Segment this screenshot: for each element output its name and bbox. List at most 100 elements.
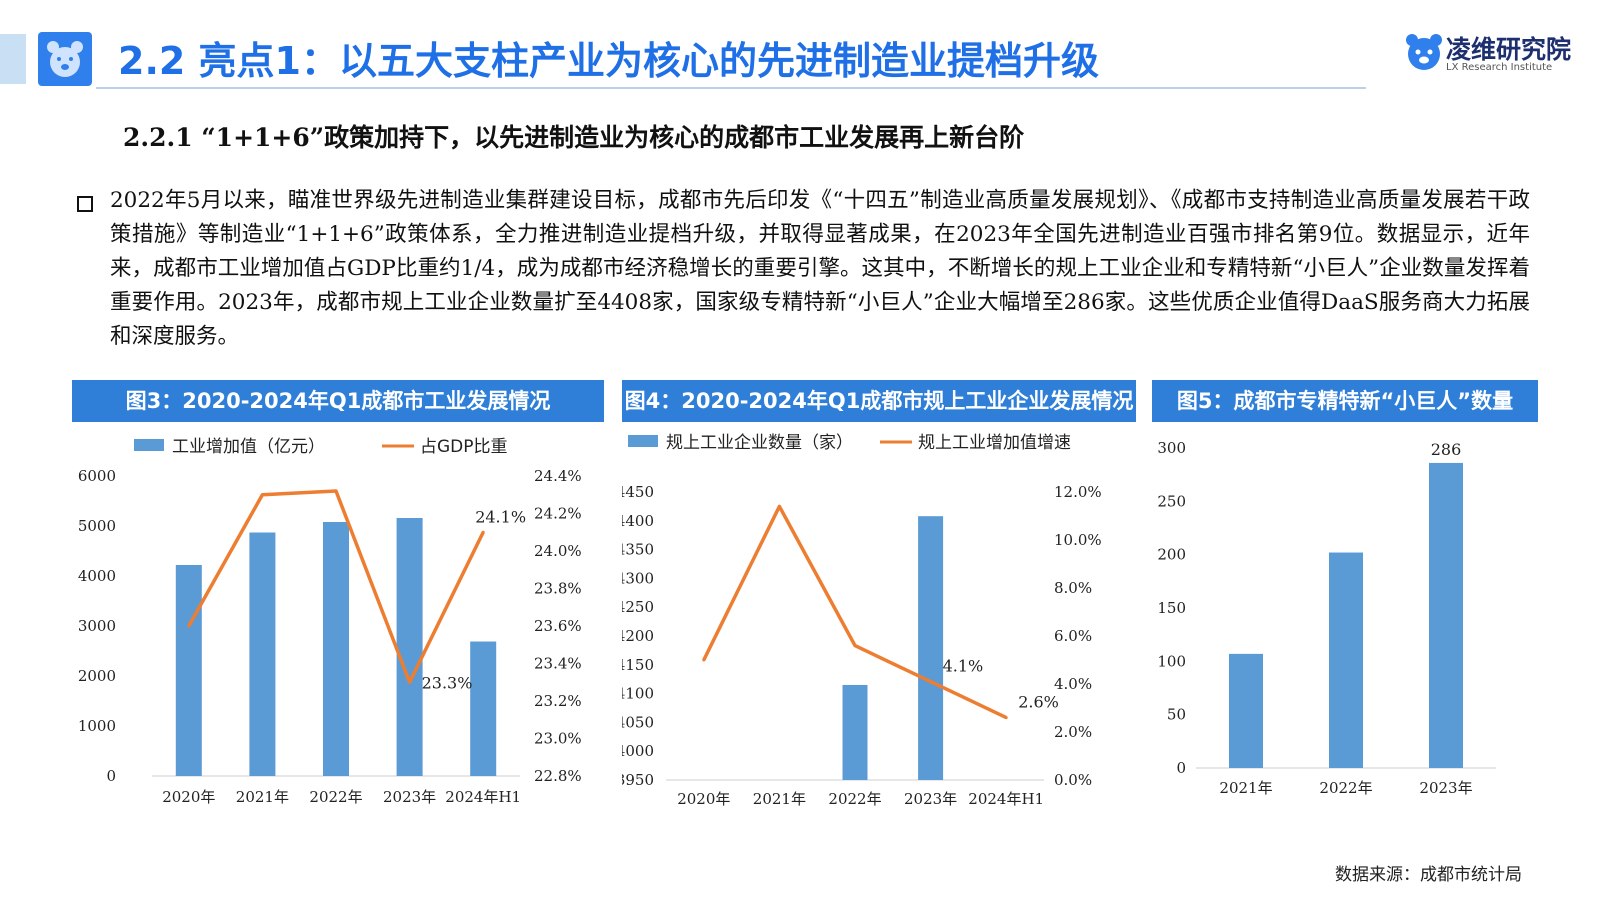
data-label: 2.6% — [1018, 693, 1059, 712]
y-right-tick-label: 8.0% — [1054, 579, 1092, 597]
body-paragraph: 2022年5月以来，瞄准世界级先进制造业集群建设目标，成都市先后印发《“十四五”… — [110, 188, 1530, 349]
y-left-tick-label: 50 — [1167, 706, 1186, 724]
y-right-tick-label: 23.8% — [534, 580, 582, 598]
y-right-tick-label: 10.0% — [1054, 531, 1102, 549]
legend-label: 占GDP比重 — [420, 437, 508, 457]
data-label: 286 — [1431, 440, 1462, 459]
y-left-tick-label: 4000 — [78, 567, 116, 585]
y-left-tick-label: 4300 — [622, 569, 654, 587]
y-left-tick-label: 4350 — [622, 541, 654, 559]
left-accent-bar — [0, 34, 26, 84]
y-right-tick-label: 24.0% — [534, 542, 582, 560]
x-tick-label: 2023年 — [904, 790, 957, 808]
x-tick-label: 2024年H1 — [968, 790, 1044, 808]
bar — [842, 684, 868, 780]
y-left-tick-label: 3950 — [622, 771, 654, 789]
bar — [396, 518, 423, 776]
y-left-tick-label: 2000 — [78, 667, 116, 685]
y-left-tick-label: 150 — [1157, 599, 1186, 617]
x-tick-label: 2022年 — [828, 790, 881, 808]
page-title: 2.2 亮点1：以五大支柱产业为核心的先进制造业提档升级 — [118, 39, 1099, 83]
x-tick-label: 2020年 — [677, 790, 730, 808]
y-left-tick-label: 4050 — [622, 713, 654, 731]
x-tick-label: 2021年 — [1219, 779, 1272, 797]
fig5-title: 图5：成都市专精特新“小巨人”数量 — [1152, 380, 1538, 422]
y-left-tick-label: 100 — [1157, 652, 1186, 670]
bar — [1429, 462, 1463, 768]
y-left-tick-label: 0 — [106, 767, 116, 785]
data-source-note: 数据来源：成都市统计局 — [1335, 865, 1522, 885]
bar — [323, 522, 349, 776]
y-right-tick-label: 23.6% — [534, 617, 582, 635]
legend-label: 规上工业增加值增速 — [918, 433, 1071, 453]
bar — [1329, 552, 1363, 768]
legend-label: 规上工业企业数量（家） — [666, 433, 853, 453]
y-left-tick-label: 4400 — [622, 512, 654, 530]
x-tick-label: 2022年 — [1319, 779, 1372, 797]
title-divider — [96, 87, 1366, 89]
fig4-title: 图4：2020-2024年Q1成都市规上工业企业发展情况 — [622, 380, 1136, 422]
y-left-tick-label: 3000 — [78, 617, 116, 635]
y-right-tick-label: 24.4% — [534, 467, 582, 485]
y-left-tick-label: 4200 — [622, 627, 654, 645]
y-left-tick-label: 250 — [1157, 492, 1186, 510]
y-left-tick-label: 4150 — [622, 656, 654, 674]
data-label: 24.1% — [475, 507, 526, 526]
y-left-tick-label: 4000 — [622, 742, 654, 760]
y-right-tick-label: 22.8% — [534, 767, 582, 785]
line-point — [481, 530, 485, 534]
fig3-title: 图3：2020-2024年Q1成都市工业发展情况 — [72, 380, 604, 422]
y-right-tick-label: 6.0% — [1054, 627, 1092, 645]
y-left-tick-label: 300 — [1157, 439, 1186, 457]
line-point — [702, 658, 706, 662]
y-right-tick-label: 23.2% — [534, 692, 582, 710]
y-left-tick-label: 0 — [1176, 759, 1186, 777]
chart-fig4: 3950 4000 4050 4100 4150 4200 4250 4300 4350 4400… — [622, 433, 1102, 808]
y-right-tick-label: 24.2% — [534, 505, 582, 523]
line-point — [929, 680, 933, 684]
y-right-tick-label: 2.0% — [1054, 723, 1092, 741]
bar — [175, 565, 202, 776]
chart-fig5: 0 50 100 150 200 250 300 2021年 2022年 2023年 286 — [1157, 439, 1496, 797]
line-point — [187, 624, 191, 628]
line-point — [777, 504, 781, 508]
y-left-tick-label: 200 — [1157, 546, 1186, 564]
data-label: 23.3% — [422, 673, 473, 692]
chart-fig3: 0 1000 2000 3000 4000 5000 6000 22.8% 23.0% 23.2%… — [78, 437, 582, 806]
x-tick-label: 2023年 — [383, 788, 436, 806]
y-right-tick-label: 23.4% — [534, 655, 582, 673]
brand-subtitle: LX Research Institute — [1446, 62, 1553, 73]
x-tick-label: 2022年 — [309, 788, 362, 806]
legend-label: 工业增加值（亿元） — [172, 437, 325, 457]
y-right-tick-label: 4.0% — [1054, 675, 1092, 693]
bar — [249, 532, 276, 776]
line-point — [408, 680, 412, 684]
x-tick-label: 2021年 — [236, 788, 289, 806]
x-tick-label: 2020年 — [162, 788, 215, 806]
y-left-tick-label: 4100 — [622, 685, 654, 703]
y-right-tick-label: 23.0% — [534, 730, 582, 748]
brand-name: 凌维研究院 — [1446, 35, 1572, 64]
y-left-tick-label: 6000 — [78, 467, 116, 485]
x-tick-label: 2024年H1 — [445, 788, 521, 806]
bar — [1229, 653, 1263, 768]
x-tick-label: 2021年 — [753, 790, 806, 808]
bear-logo-icon — [1406, 34, 1442, 70]
bar — [918, 516, 944, 780]
legend-swatch-bar — [134, 439, 164, 451]
y-left-tick-label: 1000 — [78, 717, 116, 735]
line-point — [853, 644, 857, 648]
y-left-tick-label: 4250 — [622, 598, 654, 616]
legend-swatch-bar — [628, 435, 658, 447]
y-right-tick-label: 12.0% — [1054, 483, 1102, 501]
line-point — [334, 489, 338, 493]
y-left-tick-label: 5000 — [78, 517, 116, 535]
brand-logo — [1404, 30, 1584, 78]
data-label: 4.1% — [943, 657, 984, 676]
bullet-square-icon — [77, 196, 93, 212]
bear-logo-icon — [38, 32, 92, 86]
line-point — [1004, 716, 1008, 720]
y-right-tick-label: 0.0% — [1054, 771, 1092, 789]
y-left-tick-label: 4450 — [622, 483, 654, 501]
x-tick-label: 2023年 — [1419, 779, 1472, 797]
